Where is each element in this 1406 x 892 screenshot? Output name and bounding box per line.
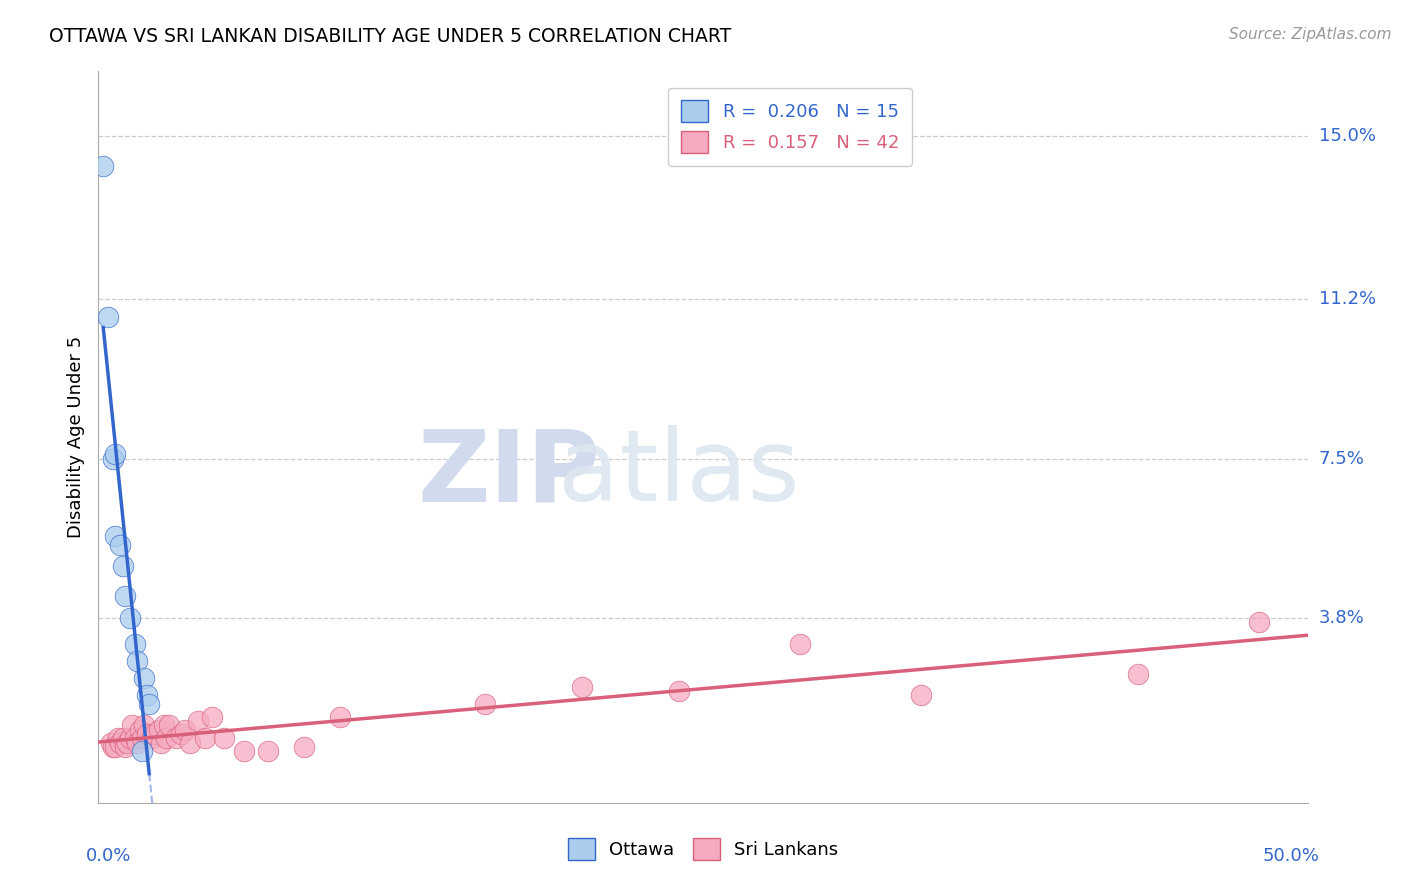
Text: Source: ZipAtlas.com: Source: ZipAtlas.com — [1229, 27, 1392, 42]
Point — [256, 744, 278, 758]
Point — [138, 697, 160, 711]
Point — [101, 739, 124, 754]
Text: 11.2%: 11.2% — [1319, 291, 1376, 309]
Point — [97, 310, 120, 324]
Point — [174, 723, 197, 737]
Text: atlas: atlas — [558, 425, 800, 522]
Point — [114, 739, 136, 754]
Point — [114, 589, 136, 603]
Point — [1249, 615, 1271, 629]
Point — [121, 718, 143, 732]
Point — [104, 529, 127, 543]
Text: ZIP: ZIP — [418, 425, 600, 522]
Point — [141, 731, 163, 746]
Point — [668, 684, 690, 698]
Point — [111, 559, 134, 574]
Point — [101, 451, 124, 466]
Point — [152, 718, 174, 732]
Point — [212, 731, 235, 746]
Point — [201, 710, 224, 724]
Point — [910, 688, 932, 702]
Point — [111, 731, 134, 746]
Point — [1128, 666, 1150, 681]
Point — [124, 731, 146, 746]
Text: OTTAWA VS SRI LANKAN DISABILITY AGE UNDER 5 CORRELATION CHART: OTTAWA VS SRI LANKAN DISABILITY AGE UNDE… — [49, 27, 731, 45]
Point — [165, 731, 187, 746]
Point — [134, 671, 156, 685]
Text: 3.8%: 3.8% — [1319, 608, 1364, 627]
Point — [571, 680, 593, 694]
Point — [108, 735, 131, 749]
Text: 15.0%: 15.0% — [1319, 127, 1375, 145]
Point — [169, 727, 191, 741]
Point — [107, 731, 129, 746]
Point — [187, 714, 209, 728]
Point — [155, 731, 177, 746]
Point — [150, 735, 173, 749]
Point — [128, 723, 150, 737]
Point — [143, 727, 166, 741]
Point — [148, 723, 170, 737]
Y-axis label: Disability Age Under 5: Disability Age Under 5 — [66, 336, 84, 538]
Point — [118, 611, 141, 625]
Point — [131, 744, 153, 758]
Point — [157, 718, 180, 732]
Text: 7.5%: 7.5% — [1319, 450, 1365, 467]
Point — [104, 447, 127, 461]
Point — [194, 731, 217, 746]
Point — [179, 735, 201, 749]
Point — [108, 538, 131, 552]
Point — [104, 739, 127, 754]
Point — [134, 718, 156, 732]
Point — [135, 727, 157, 741]
Text: 0.0%: 0.0% — [86, 847, 132, 864]
Point — [118, 731, 141, 746]
Point — [789, 637, 811, 651]
Point — [127, 735, 149, 749]
Point — [127, 654, 149, 668]
Point — [124, 637, 146, 651]
Point — [474, 697, 496, 711]
Point — [232, 744, 254, 758]
Point — [131, 731, 153, 746]
Legend: Ottawa, Sri Lankans: Ottawa, Sri Lankans — [561, 830, 845, 867]
Point — [117, 735, 139, 749]
Point — [91, 159, 114, 173]
Point — [292, 739, 315, 754]
Point — [135, 688, 157, 702]
Point — [329, 710, 352, 724]
Point — [100, 735, 122, 749]
Text: 50.0%: 50.0% — [1263, 847, 1320, 864]
